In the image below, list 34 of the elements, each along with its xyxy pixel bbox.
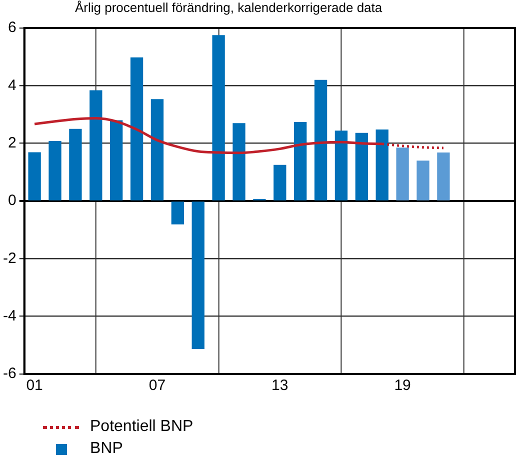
bar (69, 128, 82, 200)
x-tick-label: 07 (148, 377, 166, 394)
bar (437, 152, 450, 200)
bar (110, 120, 123, 200)
y-tick-label: 6 (8, 19, 16, 36)
bar (294, 122, 307, 200)
bar (192, 202, 204, 349)
bar (376, 129, 388, 200)
bar (150, 99, 164, 200)
bar (171, 202, 184, 224)
x-tick-label: 13 (272, 377, 288, 394)
bar (28, 152, 41, 200)
y-tick-label: 2 (8, 134, 16, 152)
bar (274, 164, 286, 200)
y-tick-label: -6 (2, 365, 16, 382)
bar (396, 148, 409, 200)
bar (355, 132, 368, 200)
chart-subtitle: Årlig procentuell förändring, kalenderkorrigerade data (74, 0, 384, 16)
bar (212, 35, 225, 200)
legend-label: Potentiell BNP (90, 418, 194, 436)
x-tick-label: 01 (26, 377, 43, 394)
bar (314, 80, 328, 200)
bar (130, 57, 144, 200)
y-tick-label: -4 (2, 307, 16, 324)
x-tick-label: 19 (394, 377, 411, 394)
y-tick-label: 0 (8, 192, 16, 210)
bar (232, 123, 246, 200)
y-tick-label: -2 (2, 250, 16, 267)
bar (48, 140, 62, 200)
bar (416, 160, 430, 200)
y-tick-label: 4 (8, 76, 16, 94)
legend-label: BNP (90, 440, 123, 458)
bar (334, 130, 348, 200)
bar (90, 90, 102, 200)
